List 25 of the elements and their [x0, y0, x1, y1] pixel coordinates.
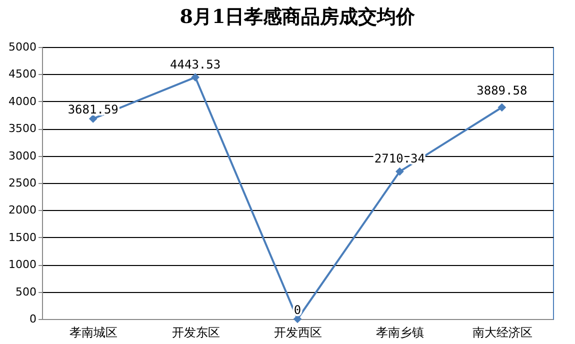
x-tick-label: 孝南城区: [70, 326, 118, 340]
chart-title: 8月1日孝感商品房成交均价: [180, 6, 416, 28]
y-tick-label: 5000: [8, 40, 36, 54]
data-label: 3889.58: [476, 83, 528, 98]
y-tick-label: 500: [16, 285, 36, 298]
y-tick-label: 4500: [8, 68, 36, 81]
y-tick-label: 3500: [8, 122, 36, 136]
data-label: 4443.53: [170, 57, 221, 72]
data-label: 3681.59: [68, 102, 118, 117]
y-tick-label: 0: [30, 312, 36, 326]
x-tick-label: 孝南乡镇: [376, 326, 424, 340]
x-tick-label: 开发西区: [274, 326, 322, 340]
y-tick-label: 4000: [8, 94, 36, 108]
y-tick-label: 2000: [8, 204, 36, 217]
y-tick-label: 3000: [8, 149, 36, 162]
x-tick-label: 南大经济区: [472, 326, 532, 340]
point: [498, 103, 506, 112]
point: [191, 73, 200, 82]
data-label: 0: [294, 303, 302, 317]
point: [88, 114, 98, 123]
point: [396, 167, 404, 176]
y-tick-label: 1000: [8, 258, 36, 272]
x-tick-label: 开发东区: [172, 326, 220, 340]
y-tick-label: 1500: [8, 230, 36, 244]
y-tick-label: 2500: [8, 176, 36, 190]
